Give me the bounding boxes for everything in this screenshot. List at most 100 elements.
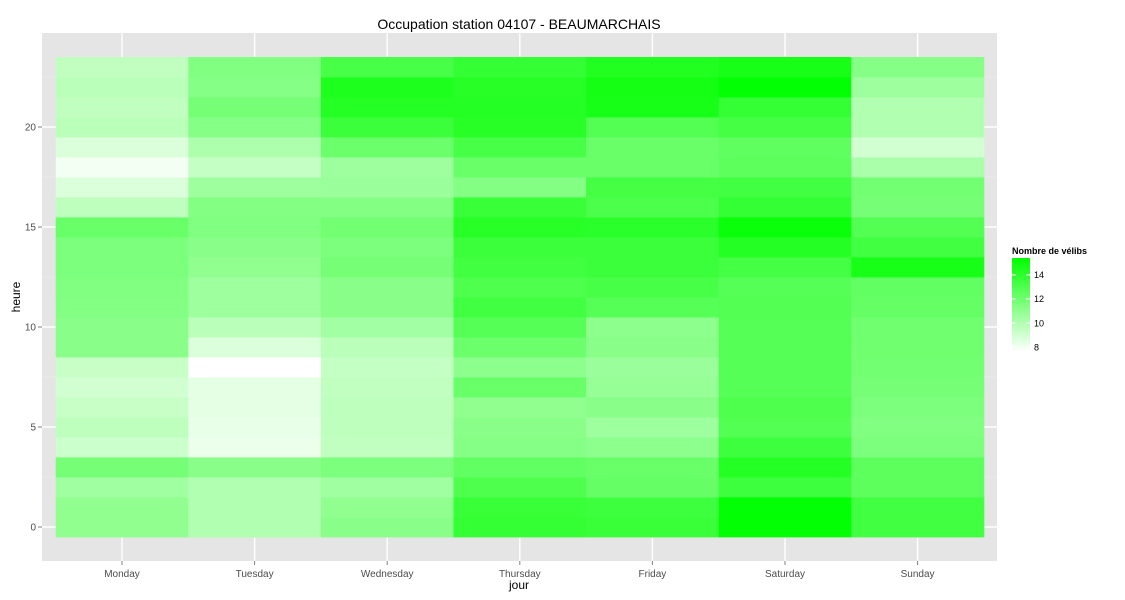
x-tick-label: Sunday (901, 569, 935, 580)
heatmap-cell (851, 377, 985, 398)
y-axis-ticks: 0 5 10 15 20 (25, 123, 42, 534)
heatmap-cell (453, 77, 587, 98)
heatmap-cell (851, 237, 985, 258)
heatmap-cell (320, 97, 454, 118)
heatmap-cell (718, 257, 852, 278)
heatmap-cell (188, 257, 322, 278)
y-tick-label: 0 (30, 523, 36, 534)
heatmap-cell (188, 477, 322, 498)
heatmap-cell (718, 237, 852, 258)
heatmap-cell (586, 337, 720, 358)
heatmap-cell (55, 257, 189, 278)
heatmap-cell (718, 297, 852, 318)
heatmap-cell (55, 417, 189, 438)
heatmap-cell (453, 377, 587, 398)
heatmap-cell (718, 217, 852, 238)
heatmap-cell (851, 77, 985, 98)
heatmap-cell (851, 137, 985, 158)
heatmap-cell (718, 157, 852, 178)
heatmap-cell (851, 477, 985, 498)
heatmap-cell (188, 137, 322, 158)
heatmap-cell (55, 517, 189, 538)
heatmap-cell (851, 457, 985, 478)
heatmap-cell (320, 497, 454, 518)
heatmap-cell (320, 417, 454, 438)
y-tick-label: 5 (30, 423, 36, 434)
heatmap-cell (320, 57, 454, 78)
heatmap-cell (188, 397, 322, 418)
heatmap-cell (851, 217, 985, 238)
heatmap-cell (320, 177, 454, 198)
heatmap-cell (55, 437, 189, 458)
heatmap-cell (453, 197, 587, 218)
legend-colorbar (1012, 258, 1030, 352)
heatmap-cell (55, 477, 189, 498)
heatmap-cell (718, 117, 852, 138)
heatmap-cell (320, 317, 454, 338)
heatmap-cell (586, 317, 720, 338)
heatmap-cell (453, 177, 587, 198)
heatmap-cell (718, 457, 852, 478)
heatmap-cell (320, 157, 454, 178)
heatmap-cell (188, 177, 322, 198)
heatmap-cell (320, 217, 454, 238)
heatmap-cell (586, 517, 720, 538)
heatmap-cell (586, 57, 720, 78)
heatmap-cell (718, 197, 852, 218)
heatmap-cell (320, 437, 454, 458)
heatmap-cell (55, 57, 189, 78)
heatmap-cell (55, 157, 189, 178)
heatmap-cell (718, 377, 852, 398)
heatmap-cell (188, 357, 322, 378)
heatmap-cell (586, 417, 720, 438)
heatmap-cell (851, 297, 985, 318)
heatmap-cell (453, 57, 587, 78)
heatmap-cell (586, 197, 720, 218)
x-tick-label: Friday (639, 569, 667, 580)
heatmap-cell (55, 137, 189, 158)
heatmap-cell (851, 97, 985, 118)
heatmap-cell (55, 197, 189, 218)
heatmap-cell (188, 377, 322, 398)
heatmap-cell (586, 217, 720, 238)
heatmap-cell (320, 337, 454, 358)
heatmap-cell (320, 517, 454, 538)
heatmap-cell (188, 237, 322, 258)
heatmap-cell (55, 277, 189, 298)
heatmap-cell (718, 417, 852, 438)
heatmap-cell (188, 57, 322, 78)
heatmap-cell (586, 177, 720, 198)
heatmap-cell (851, 257, 985, 278)
heatmap-cell (586, 477, 720, 498)
heatmap-cell (453, 277, 587, 298)
x-tick-label: Thursday (499, 569, 541, 580)
heatmap-cell (188, 337, 322, 358)
heatmap-cell (851, 157, 985, 178)
heatmap-cell (851, 277, 985, 298)
heatmap-cell (188, 517, 322, 538)
heatmap-cell (55, 117, 189, 138)
heatmap-cell (453, 477, 587, 498)
heatmap-cell (718, 277, 852, 298)
heatmap-cell (851, 117, 985, 138)
heatmap-cell (718, 477, 852, 498)
heatmap-cell (851, 317, 985, 338)
heatmap-cell (55, 177, 189, 198)
heatmap-cell (586, 457, 720, 478)
heatmap-cell (851, 357, 985, 378)
legend-tick-label: 14 (1034, 270, 1044, 280)
heatmap-cell (320, 257, 454, 278)
heatmap-cell (55, 377, 189, 398)
heatmap-cell (718, 57, 852, 78)
heatmap-cell (453, 517, 587, 538)
heatmap-cell (188, 97, 322, 118)
y-tick-label: 20 (25, 123, 37, 134)
heatmap-cell (188, 457, 322, 478)
heatmap-cell (586, 357, 720, 378)
heatmap-cell (188, 117, 322, 138)
heatmap-cell (586, 257, 720, 278)
heatmap-cell (188, 497, 322, 518)
heatmap-cell (453, 97, 587, 118)
heatmap-cell (453, 297, 587, 318)
heatmap-cell (453, 437, 587, 458)
